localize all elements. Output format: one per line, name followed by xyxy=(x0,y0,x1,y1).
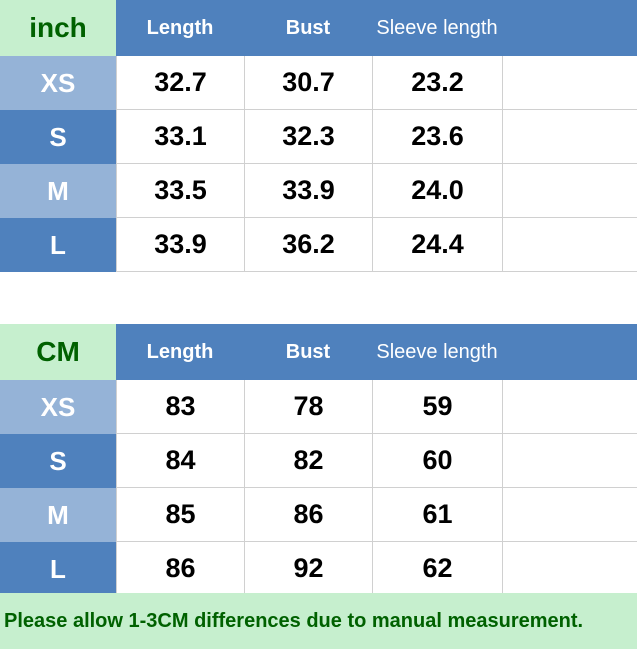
size-label: XS xyxy=(0,56,116,110)
sleeve-value: 62 xyxy=(372,542,502,596)
sleeve-value: 23.2 xyxy=(372,56,502,110)
sleeve-value: 24.0 xyxy=(372,164,502,218)
size-label: S xyxy=(0,110,116,164)
header-empty xyxy=(502,324,637,380)
measurement-note: Please allow 1-3CM differences due to ma… xyxy=(0,593,637,649)
cm-header-row: CM Length Bust Sleeve length xyxy=(0,324,637,380)
header-sleeve-length: Sleeve length xyxy=(372,324,502,380)
empty-cell xyxy=(502,56,637,110)
length-value: 85 xyxy=(116,488,244,542)
sleeve-value: 23.6 xyxy=(372,110,502,164)
bust-value: 30.7 xyxy=(244,56,372,110)
cm-size-table: CM Length Bust Sleeve length XS 83 78 59… xyxy=(0,324,637,596)
table-row: M 33.5 33.9 24.0 xyxy=(0,164,637,218)
length-value: 84 xyxy=(116,434,244,488)
header-empty xyxy=(502,0,637,56)
header-bust: Bust xyxy=(244,0,372,56)
bust-value: 92 xyxy=(244,542,372,596)
table-row: S 84 82 60 xyxy=(0,434,637,488)
table-row: S 33.1 32.3 23.6 xyxy=(0,110,637,164)
empty-cell xyxy=(502,380,637,434)
empty-cell xyxy=(502,218,637,272)
header-length: Length xyxy=(116,0,244,56)
length-value: 33.1 xyxy=(116,110,244,164)
empty-cell xyxy=(502,164,637,218)
empty-cell xyxy=(502,434,637,488)
sleeve-value: 60 xyxy=(372,434,502,488)
bust-value: 78 xyxy=(244,380,372,434)
unit-label-cm: CM xyxy=(0,324,116,380)
length-value: 83 xyxy=(116,380,244,434)
header-sleeve-length: Sleeve length xyxy=(372,0,502,56)
length-value: 32.7 xyxy=(116,56,244,110)
empty-cell xyxy=(502,488,637,542)
size-label: S xyxy=(0,434,116,488)
empty-cell xyxy=(502,110,637,164)
header-bust: Bust xyxy=(244,324,372,380)
size-label: XS xyxy=(0,380,116,434)
table-row: M 85 86 61 xyxy=(0,488,637,542)
table-row: L 33.9 36.2 24.4 xyxy=(0,218,637,272)
bust-value: 86 xyxy=(244,488,372,542)
table-row: L 86 92 62 xyxy=(0,542,637,596)
size-label: M xyxy=(0,164,116,218)
sleeve-value: 61 xyxy=(372,488,502,542)
bust-value: 33.9 xyxy=(244,164,372,218)
table-row: XS 32.7 30.7 23.2 xyxy=(0,56,637,110)
inch-size-table: inch Length Bust Sleeve length XS 32.7 3… xyxy=(0,0,637,272)
unit-label-inch: inch xyxy=(0,0,116,56)
sleeve-value: 59 xyxy=(372,380,502,434)
header-length: Length xyxy=(116,324,244,380)
length-value: 86 xyxy=(116,542,244,596)
length-value: 33.9 xyxy=(116,218,244,272)
bust-value: 32.3 xyxy=(244,110,372,164)
inch-header-row: inch Length Bust Sleeve length xyxy=(0,0,637,56)
size-label: M xyxy=(0,488,116,542)
length-value: 33.5 xyxy=(116,164,244,218)
empty-cell xyxy=(502,542,637,596)
table-row: XS 83 78 59 xyxy=(0,380,637,434)
sleeve-value: 24.4 xyxy=(372,218,502,272)
bust-value: 36.2 xyxy=(244,218,372,272)
size-label: L xyxy=(0,542,116,596)
size-label: L xyxy=(0,218,116,272)
bust-value: 82 xyxy=(244,434,372,488)
